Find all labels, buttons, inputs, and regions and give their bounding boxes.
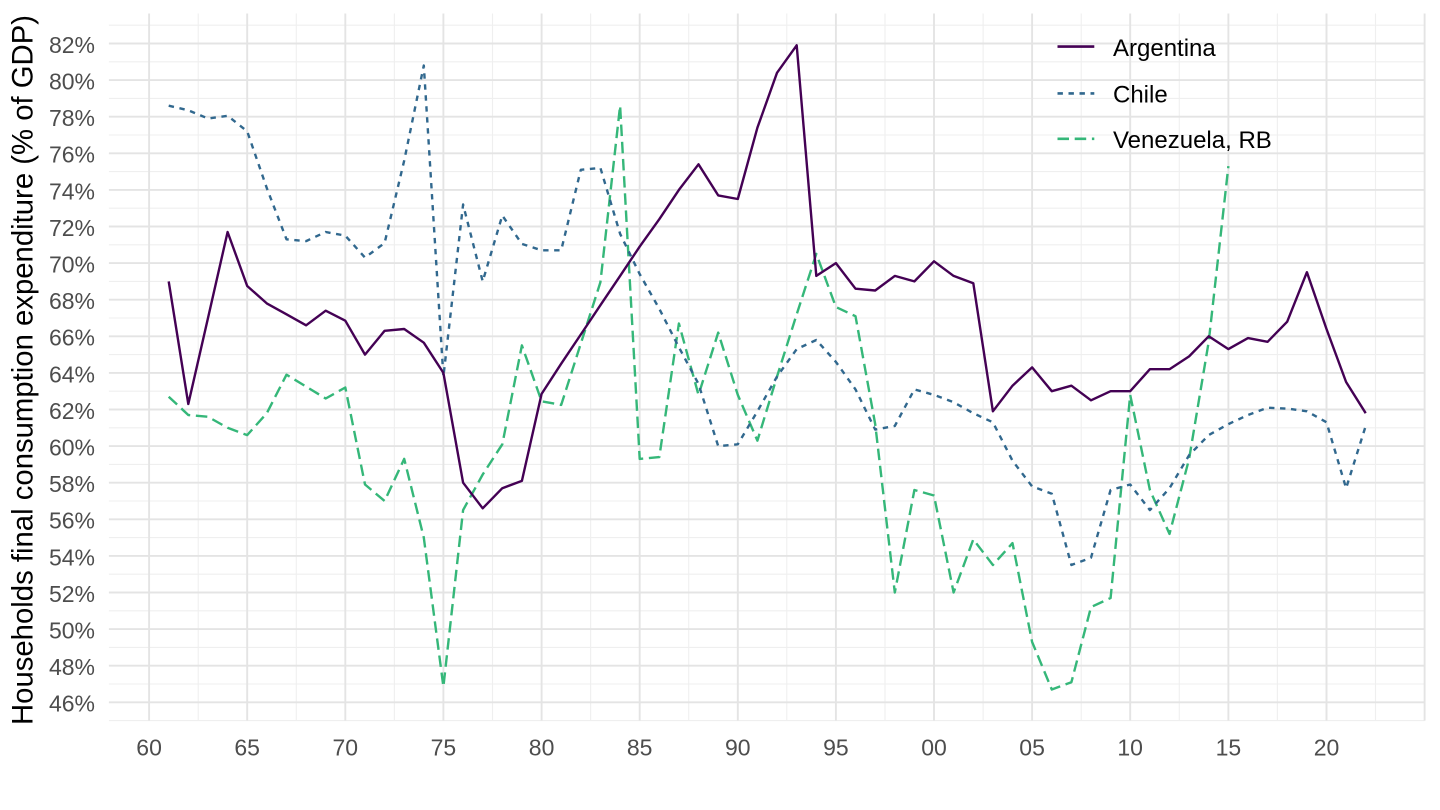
svg-text:60: 60: [136, 735, 162, 761]
svg-text:Households final consumption e: Households final consumption expenditure…: [7, 15, 40, 725]
svg-text:60%: 60%: [49, 435, 95, 461]
svg-text:68%: 68%: [49, 288, 95, 314]
svg-text:85: 85: [627, 735, 653, 761]
svg-text:46%: 46%: [49, 691, 95, 717]
svg-text:58%: 58%: [49, 471, 95, 497]
svg-text:66%: 66%: [49, 325, 95, 351]
svg-text:52%: 52%: [49, 581, 95, 607]
svg-text:62%: 62%: [49, 398, 95, 424]
svg-text:80%: 80%: [49, 69, 95, 95]
svg-text:70: 70: [333, 735, 359, 761]
svg-text:48%: 48%: [49, 654, 95, 680]
svg-text:74%: 74%: [49, 178, 95, 204]
svg-text:10: 10: [1117, 735, 1143, 761]
svg-text:Chile: Chile: [1113, 82, 1168, 109]
svg-text:72%: 72%: [49, 215, 95, 241]
svg-text:Venezuela, RB: Venezuela, RB: [1113, 127, 1272, 154]
svg-text:95: 95: [823, 735, 849, 761]
svg-text:56%: 56%: [49, 508, 95, 534]
svg-text:80: 80: [529, 735, 555, 761]
svg-text:00: 00: [921, 735, 947, 761]
svg-text:78%: 78%: [49, 105, 95, 131]
svg-text:Argentina: Argentina: [1113, 35, 1216, 62]
svg-text:50%: 50%: [49, 618, 95, 644]
svg-text:75: 75: [431, 735, 457, 761]
svg-text:64%: 64%: [49, 361, 95, 387]
svg-text:65: 65: [234, 735, 260, 761]
svg-text:15: 15: [1216, 735, 1242, 761]
svg-text:20: 20: [1314, 735, 1340, 761]
svg-text:05: 05: [1019, 735, 1045, 761]
svg-text:70%: 70%: [49, 252, 95, 278]
svg-text:90: 90: [725, 735, 751, 761]
svg-text:54%: 54%: [49, 544, 95, 570]
svg-text:82%: 82%: [49, 32, 95, 58]
svg-text:76%: 76%: [49, 142, 95, 168]
